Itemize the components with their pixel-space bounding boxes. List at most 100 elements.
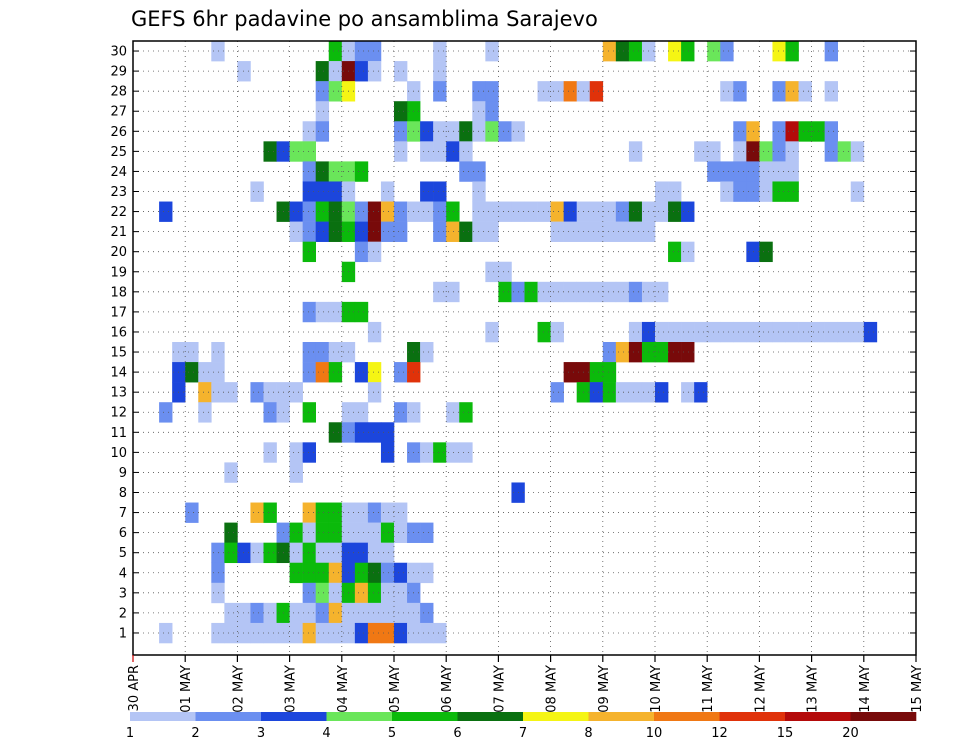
heatmap-cell	[185, 502, 199, 523]
heatmap-cell	[198, 402, 212, 423]
heatmap-cell	[785, 141, 799, 162]
y-tick-label: 25	[110, 145, 127, 160]
heatmap-cell	[354, 61, 369, 82]
heatmap-cell	[315, 562, 330, 584]
legend-label: 4	[322, 726, 330, 741]
heatmap-cell	[263, 622, 277, 644]
y-tick-label: 20	[110, 245, 127, 260]
x-tick-label: 11 MAY	[701, 665, 716, 713]
legend-swatch	[785, 712, 851, 721]
heatmap-cell	[433, 81, 447, 102]
heatmap-cell	[628, 221, 643, 242]
heatmap-cell	[224, 462, 238, 483]
x-tick-label: 06 MAY	[440, 665, 455, 713]
heatmap-cell	[354, 41, 369, 62]
heatmap-cell	[668, 201, 682, 222]
legend-swatch	[654, 712, 720, 721]
x-tick-label: 02 MAY	[231, 665, 246, 713]
y-tick-label: 26	[110, 125, 127, 140]
heatmap-cell	[628, 41, 643, 62]
heatmap-cell	[198, 362, 212, 383]
heatmap-cell	[759, 181, 773, 202]
heatmap-cell	[354, 522, 369, 543]
heatmap-cell	[655, 281, 669, 303]
y-tick-label: 24	[110, 165, 127, 180]
heatmap-cell	[354, 602, 369, 624]
heatmap-cell	[824, 321, 838, 343]
heatmap-cell	[498, 261, 512, 283]
heatmap-cell	[446, 402, 460, 423]
heatmap-cell	[289, 522, 303, 543]
heatmap-cell	[602, 41, 617, 62]
heatmap-cell	[289, 442, 303, 463]
y-tick-label: 22	[110, 205, 127, 220]
legend-swatch	[130, 712, 196, 721]
legend-label: 12	[711, 726, 728, 741]
x-axis: 30 APR 01 MAY 02 MAY 03 MAY 04 MAY 05 MAY 06 M…	[127, 655, 925, 713]
heatmap-cell	[354, 201, 369, 222]
heatmap-cell	[315, 161, 330, 182]
heatmap-cell	[524, 201, 538, 222]
heatmap-cell	[263, 141, 277, 162]
heatmap-cell	[328, 622, 343, 644]
heatmap-cell	[433, 121, 447, 142]
legend-swatch	[588, 712, 655, 721]
heatmap-cell	[250, 602, 264, 624]
heatmap-cell	[211, 622, 225, 644]
heatmap-cell	[681, 41, 695, 62]
heatmap-cell	[367, 221, 382, 242]
heatmap-cell	[733, 81, 747, 102]
heatmap-cell	[681, 321, 695, 343]
heatmap-cell	[367, 241, 382, 263]
heatmap-cell	[459, 121, 473, 142]
heatmap-cell	[224, 382, 238, 403]
heatmap-cell	[602, 281, 617, 303]
heatmap-cell	[380, 442, 395, 463]
heatmap-cell	[328, 61, 343, 82]
heatmap-cell	[694, 141, 708, 162]
heatmap-cell	[420, 602, 434, 624]
heatmap-cell	[302, 562, 316, 584]
heatmap-cell	[785, 161, 799, 182]
heatmap-cell	[720, 41, 734, 62]
heatmap-cell	[550, 321, 564, 343]
x-tick-label: 01 MAY	[179, 665, 194, 713]
heatmap-cell	[328, 161, 343, 182]
heatmap-cell	[315, 602, 330, 624]
legend-swatch	[850, 712, 917, 721]
heatmap-cell	[446, 201, 460, 222]
heatmap-cell	[615, 201, 630, 222]
heatmap-cell	[263, 502, 277, 523]
y-tick-label: 2	[119, 606, 127, 621]
heatmap-cell	[328, 301, 343, 323]
x-tick-label: 05 MAY	[388, 665, 403, 713]
heatmap-cell	[681, 241, 695, 263]
x-tick-label: 13 MAY	[806, 665, 821, 713]
heatmap-cell	[759, 241, 773, 263]
y-tick-label: 11	[110, 426, 127, 441]
heatmap-cell	[420, 442, 434, 463]
heatmap-cell	[485, 41, 499, 62]
heatmap-cell	[628, 321, 643, 343]
heatmap-cell	[380, 522, 395, 543]
y-tick-label: 7	[119, 506, 127, 521]
heatmap-cell	[328, 502, 343, 523]
heatmap-cell	[420, 121, 434, 142]
heatmap-cell	[733, 181, 747, 202]
heatmap-cell	[328, 582, 343, 604]
heatmap-cell	[681, 201, 695, 222]
heatmap-cell	[759, 161, 773, 182]
heatmap-cell	[433, 622, 447, 644]
y-tick-label: 12	[110, 406, 127, 421]
heatmap-cell	[315, 201, 330, 222]
heatmap-cell	[394, 402, 408, 423]
heatmap-cell	[302, 602, 316, 624]
heatmap-cell	[354, 622, 369, 644]
y-tick-label: 18	[110, 285, 127, 300]
legend-swatch	[326, 712, 393, 721]
heatmap-cell	[367, 502, 382, 523]
heatmap-cell	[315, 582, 330, 604]
heatmap-cell	[772, 161, 786, 182]
heatmap-cell	[380, 542, 395, 564]
heatmap-cell	[798, 121, 812, 142]
